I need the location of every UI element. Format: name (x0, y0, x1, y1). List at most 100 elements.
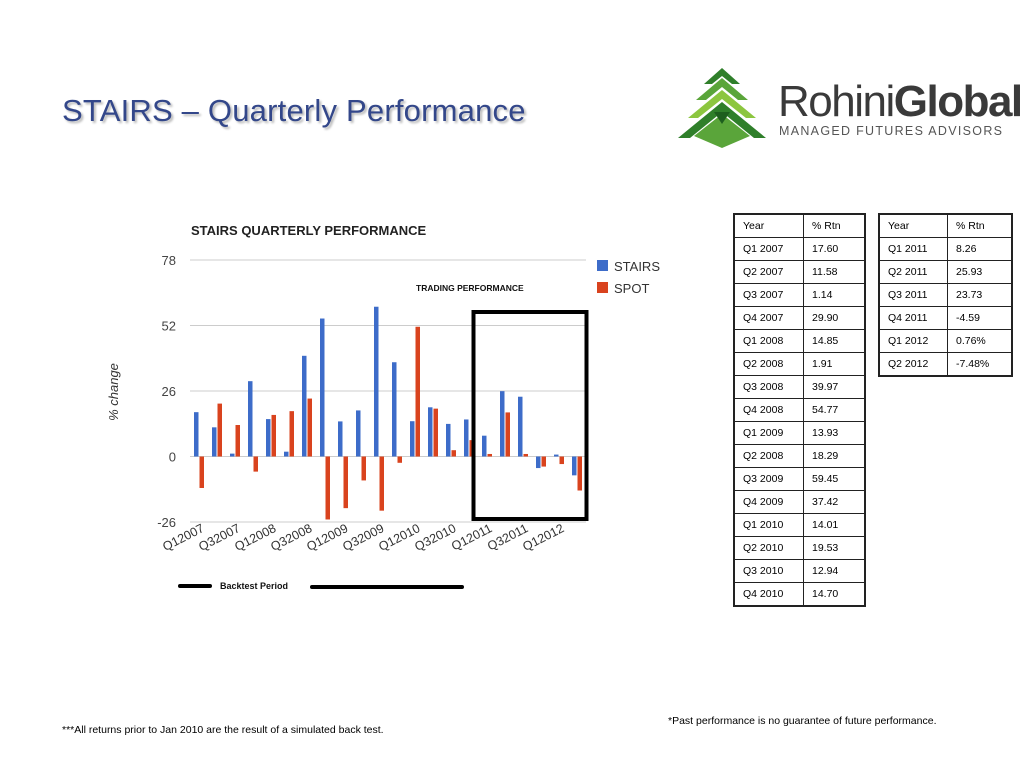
cell-quarter: Q4 2010 (733, 582, 804, 607)
cell-quarter: Q1 2012 (878, 329, 948, 353)
bar-stairs-q12007 (194, 412, 199, 457)
table-header-row: Year % Rtn (878, 213, 1013, 238)
cell-return: 1.14 (803, 283, 866, 307)
cell-quarter: Q2 2010 (733, 536, 804, 560)
cell-quarter: Q2 2012 (878, 352, 948, 377)
table-row: Q3 2010 12.94 (733, 559, 866, 583)
cell-quarter: Q2 2007 (733, 260, 804, 284)
table-row: Q2 2007 11.58 (733, 260, 866, 284)
bar-spot-q12011 (487, 453, 492, 457)
highlight-box (471, 310, 589, 521)
table-row: Q1 2008 14.85 (733, 329, 866, 353)
cell-quarter: Q3 2011 (878, 283, 948, 307)
x-tick-label: Q12011 (449, 521, 494, 553)
cell-return: 8.26 (947, 237, 1013, 261)
cell-return: 14.70 (803, 582, 866, 607)
bar-spot-q12008 (271, 414, 276, 457)
bar-spot-q12007 (199, 456, 204, 488)
bar-stairs-q12008 (266, 419, 271, 457)
x-tick-label: Q32010 (412, 521, 458, 554)
slide-title: STAIRS – Quarterly Performance (62, 93, 526, 128)
cell-quarter: Q3 2007 (733, 283, 804, 307)
bar-stairs-q22008 (284, 451, 289, 457)
x-tick-label: Q12012 (520, 521, 566, 554)
table-row: Q1 2012 0.76% (878, 329, 1013, 353)
bar-stairs-q42007 (248, 381, 253, 457)
table-row: Q3 2008 39.97 (733, 375, 866, 399)
y-tick-label: -26 (157, 515, 176, 530)
table-row: Q2 2008 1.91 (733, 352, 866, 376)
table-body: Q1 2011 8.26 Q2 2011 25.93 Q3 2011 23.73 Q4 20… (878, 237, 1013, 377)
bar-spot-q32008 (307, 398, 312, 457)
bar-spot-q42007 (253, 456, 258, 472)
bar-spot-q12012 (559, 456, 564, 465)
bar-spot-q12009 (343, 456, 348, 509)
bar-stairs-q12009 (338, 421, 343, 457)
cell-return: 25.93 (947, 260, 1013, 284)
y-axis-ticks: 78 52 26 0 -26 (157, 253, 176, 530)
logo-name-regular: Rohini (778, 77, 895, 126)
table-row: Q2 2008 18.29 (733, 444, 866, 468)
y-tick-label: 52 (162, 319, 176, 334)
col-header-year: Year (733, 213, 804, 238)
bar-stairs-q42011 (536, 456, 541, 469)
cell-return: 17.60 (803, 237, 866, 261)
y-tick-label: 0 (169, 450, 176, 465)
cell-return: 59.45 (803, 467, 866, 491)
cell-return: 12.94 (803, 559, 866, 583)
cell-return: 1.91 (803, 352, 866, 376)
bar-spot-q32010 (451, 450, 456, 457)
table-row: Q4 2008 54.77 (733, 398, 866, 422)
bar-stairs-q12011 (482, 435, 487, 457)
cell-quarter: Q1 2008 (733, 329, 804, 353)
cell-quarter: Q1 2010 (733, 513, 804, 537)
past-performance-disclaimer: *Past performance is no guarantee of fut… (668, 715, 937, 727)
table-row: Q2 2010 19.53 (733, 536, 866, 560)
cell-quarter: Q2 2008 (733, 352, 804, 376)
y-tick-label: 78 (162, 253, 176, 268)
bar-stairs-q42009 (392, 362, 397, 457)
cell-return: 18.29 (803, 444, 866, 468)
bar-spot-q22011 (505, 412, 510, 457)
backtest-annotation: Backtest Period (220, 581, 288, 591)
legend-label-stairs: STAIRS (614, 259, 660, 274)
cell-quarter: Q1 2009 (733, 421, 804, 445)
col-header-return: % Rtn (947, 213, 1013, 238)
table-row: Q3 2007 1.14 (733, 283, 866, 307)
bar-stairs-q32011 (518, 396, 523, 457)
table-row: Q2 2012 -7.48% (878, 352, 1013, 377)
cell-quarter: Q1 2007 (733, 237, 804, 261)
bar-stairs-q32009 (374, 306, 379, 457)
cell-return: 0.76% (947, 329, 1013, 353)
table-row: Q1 2007 17.60 (733, 237, 866, 261)
backtest-disclaimer: ***All returns prior to Jan 2010 are the… (62, 724, 384, 736)
bar-stairs-q12012 (554, 454, 559, 457)
cell-return: 14.85 (803, 329, 866, 353)
table-row: Q4 2009 37.42 (733, 490, 866, 514)
cell-quarter: Q3 2010 (733, 559, 804, 583)
bars (194, 306, 582, 520)
cell-return: 23.73 (947, 283, 1013, 307)
cell-return: 54.77 (803, 398, 866, 422)
chart-title: STAIRS QUARTERLY PERFORMANCE (191, 223, 427, 238)
bar-spot-q22009 (361, 456, 366, 481)
y-tick-label: 26 (162, 384, 176, 399)
bar-spot-q42011 (541, 456, 546, 467)
bar-stairs-q22012 (572, 456, 577, 476)
bar-spot-q42009 (397, 456, 402, 463)
table-row: Q2 2011 25.93 (878, 260, 1013, 284)
table-row: Q1 2010 14.01 (733, 513, 866, 537)
cell-return: 37.42 (803, 490, 866, 514)
bar-stairs-q22007 (212, 427, 217, 457)
cell-quarter: Q3 2008 (733, 375, 804, 399)
logo-name-bold: Global (893, 77, 1023, 126)
bar-spot-q22012 (577, 456, 582, 491)
bar-stairs-q32008 (302, 355, 307, 457)
cell-quarter: Q4 2009 (733, 490, 804, 514)
cell-quarter: Q4 2008 (733, 398, 804, 422)
table-body: Q1 2007 17.60 Q2 2007 11.58 Q3 2007 1.14 Q4 20… (733, 237, 866, 607)
legend-swatch-stairs (597, 260, 608, 271)
legend-swatch-spot (597, 282, 608, 293)
table-row: Q3 2011 23.73 (878, 283, 1013, 307)
y-axis-label: % change (106, 363, 121, 421)
